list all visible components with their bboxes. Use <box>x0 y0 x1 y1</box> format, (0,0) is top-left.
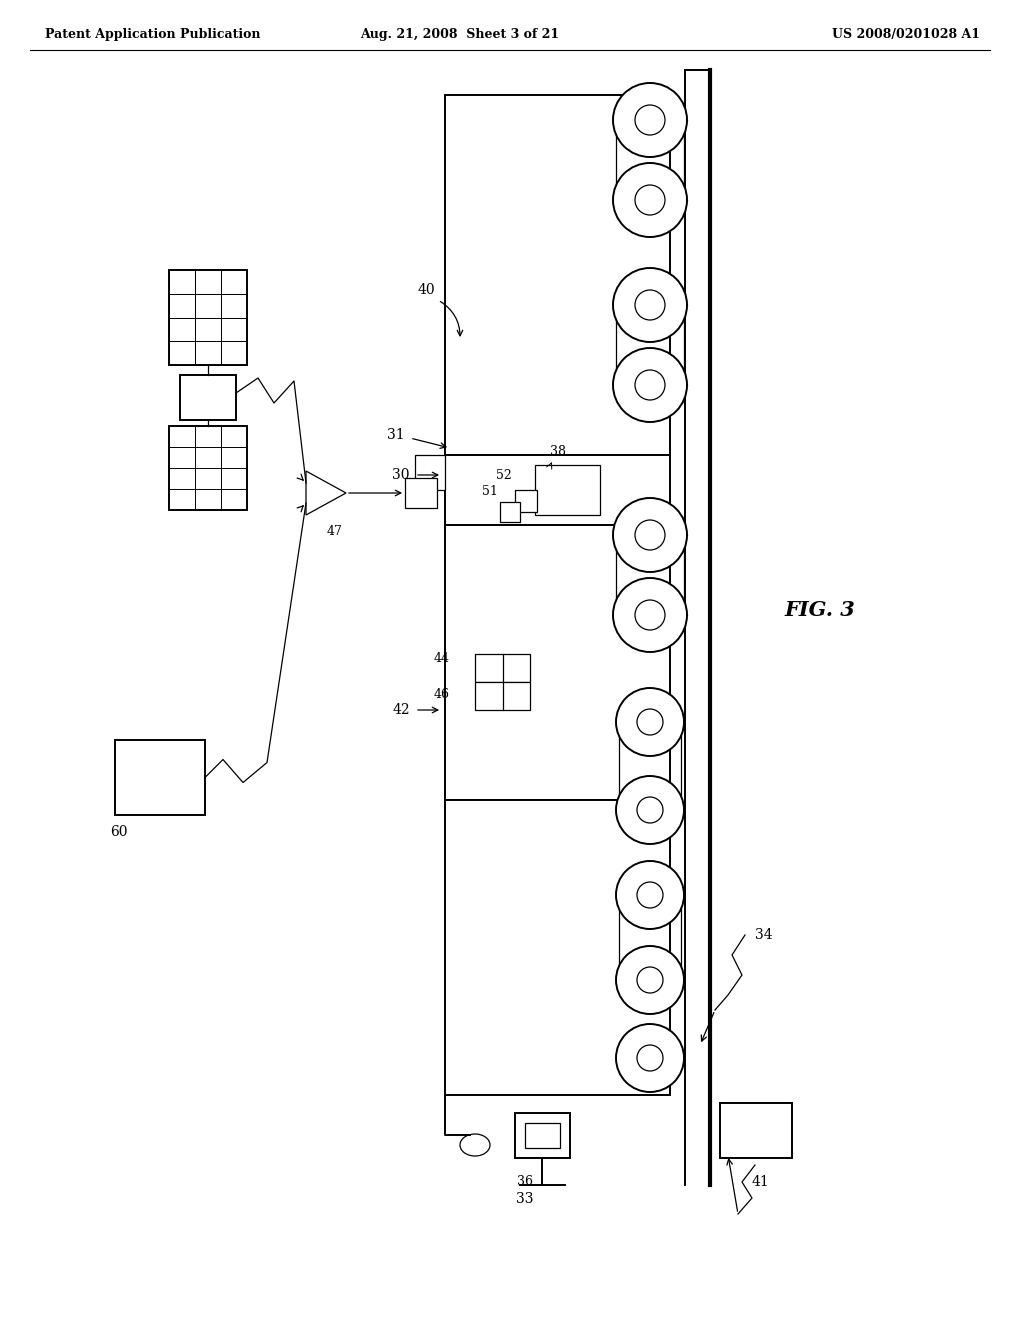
Circle shape <box>637 709 663 735</box>
Text: 34: 34 <box>755 928 773 942</box>
Circle shape <box>613 83 687 157</box>
Circle shape <box>635 290 665 319</box>
Text: 47: 47 <box>327 525 343 539</box>
Circle shape <box>635 185 665 215</box>
Text: 42: 42 <box>392 704 410 717</box>
Bar <box>475 653 530 682</box>
Bar <box>445 455 670 525</box>
Bar <box>515 1113 570 1158</box>
Circle shape <box>616 688 684 756</box>
Circle shape <box>635 520 665 550</box>
Circle shape <box>613 498 687 572</box>
Text: 36: 36 <box>517 1175 534 1188</box>
Bar <box>445 525 670 800</box>
Text: 52: 52 <box>497 469 512 482</box>
Bar <box>406 478 437 508</box>
Circle shape <box>637 968 663 993</box>
Ellipse shape <box>460 1134 490 1156</box>
Text: 60: 60 <box>110 825 128 840</box>
Circle shape <box>616 861 684 929</box>
Bar <box>169 271 247 366</box>
Circle shape <box>616 1024 684 1092</box>
Bar <box>180 375 236 420</box>
Bar <box>525 1123 560 1148</box>
Text: Patent Application Publication: Patent Application Publication <box>45 28 260 41</box>
Bar <box>415 455 445 490</box>
Bar <box>720 1104 792 1158</box>
Bar <box>475 682 530 710</box>
Text: Aug. 21, 2008  Sheet 3 of 21: Aug. 21, 2008 Sheet 3 of 21 <box>360 28 559 41</box>
Circle shape <box>637 1045 663 1071</box>
Circle shape <box>635 106 665 135</box>
Bar <box>515 490 537 512</box>
Text: 46: 46 <box>434 689 450 701</box>
Text: FIG. 3: FIG. 3 <box>784 601 855 620</box>
Text: 38: 38 <box>550 445 566 458</box>
Bar <box>535 465 600 515</box>
Bar <box>445 800 670 1096</box>
Text: 40: 40 <box>418 282 435 297</box>
Text: 33: 33 <box>516 1192 534 1206</box>
Circle shape <box>635 601 665 630</box>
Circle shape <box>613 348 687 422</box>
Circle shape <box>637 882 663 908</box>
Text: 51: 51 <box>482 484 498 498</box>
Text: 31: 31 <box>387 428 406 442</box>
Bar <box>500 502 520 521</box>
Circle shape <box>616 776 684 843</box>
Text: 44: 44 <box>434 652 450 665</box>
Circle shape <box>613 162 687 238</box>
Circle shape <box>616 946 684 1014</box>
Text: 30: 30 <box>392 469 410 482</box>
Circle shape <box>613 578 687 652</box>
Circle shape <box>635 370 665 400</box>
Bar <box>445 95 670 455</box>
Circle shape <box>637 797 663 822</box>
Text: 41: 41 <box>752 1175 769 1189</box>
Bar <box>115 741 205 814</box>
Bar <box>169 426 247 510</box>
Text: US 2008/0201028 A1: US 2008/0201028 A1 <box>833 28 980 41</box>
Circle shape <box>613 268 687 342</box>
